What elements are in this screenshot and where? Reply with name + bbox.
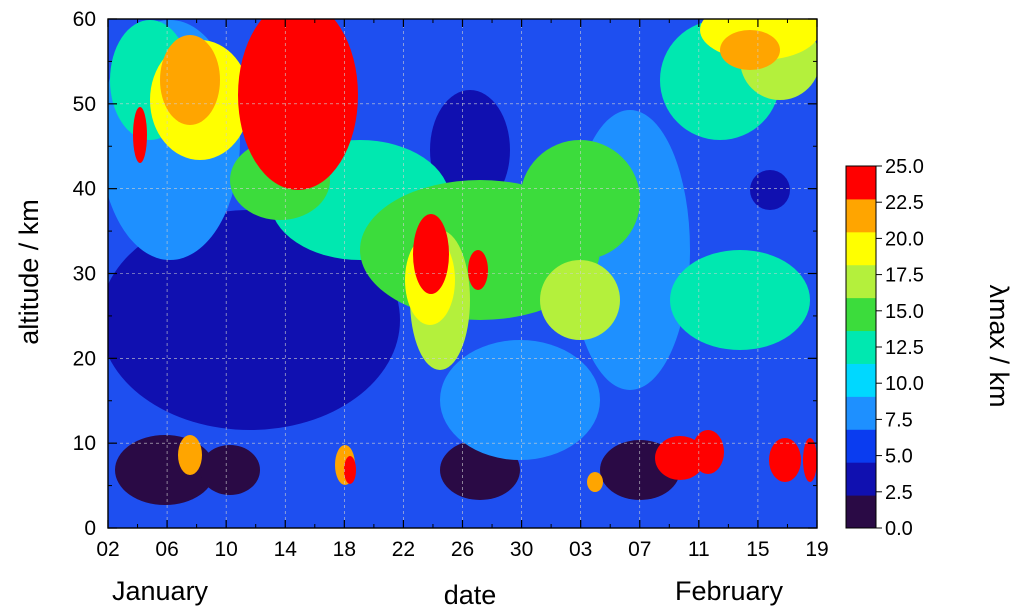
colorbar-tick-label: 2.5 [885,482,913,504]
colorbar: 0.0 2.5 5.0 7.5 10.0 12.5 15.0 17.5 20.0 22.5 25.0 [845,156,924,540]
y-tick-label: 20 [73,347,96,370]
y-tick-label: 0 [84,517,96,540]
colorbar-tick-label: 7.5 [885,409,913,431]
colorbar-segment [846,198,876,233]
contour-region [200,445,260,495]
x-axis-title: date [444,580,497,609]
colorbar-tick-label: 5.0 [885,446,913,468]
month-label-february: February [675,576,784,606]
contour-region [720,30,780,70]
colorbar-segment [846,495,876,529]
colorbar-tick-label: 10.0 [885,373,924,395]
contour-region [440,340,600,460]
contour-region [692,430,724,474]
contour-region [769,438,801,482]
contour-region [803,438,817,482]
colorbar-segment [846,330,876,364]
y-axis: 0 10 20 30 40 50 60 [73,8,817,540]
colorbar-segment [846,363,876,397]
colorbar-tick-label: 17.5 [885,265,924,287]
colorbar-title: λmax / km [984,284,1014,407]
x-tick-label: 22 [392,538,415,561]
y-axis-title: altitude / km [14,199,44,345]
plot-area [108,19,817,528]
colorbar-segment [846,264,876,299]
colorbar-tick-label: 25.0 [885,156,924,178]
colorbar-tick-label: 12.5 [885,337,924,359]
x-tick-label: 26 [451,538,474,561]
contour-region [344,456,356,484]
contour-region [413,214,449,294]
colorbar-segment [846,297,876,332]
month-label-january: January [112,576,209,606]
y-tick-label: 60 [73,8,96,31]
contour-region [108,210,400,430]
x-tick-label: 07 [628,538,651,561]
x-tick-label: 11 [688,538,710,561]
colorbar-segment [846,429,876,463]
x-tick-label: 03 [569,538,592,561]
y-tick-label: 40 [73,178,96,201]
colorbar-tick-label: 22.5 [885,192,924,214]
colorbar-tick-label: 20.0 [885,228,924,250]
x-tick-label: 18 [333,538,356,561]
y-tick-label: 30 [73,263,96,286]
contour-region [587,472,603,492]
x-axis: 02 06 10 14 18 22 26 30 03 07 11 15 19 [96,19,829,561]
colorbar-segment [846,166,876,200]
contour-region [670,250,810,350]
colorbar-segment [846,231,876,266]
contour-region [750,170,790,210]
contour-region [160,35,220,125]
y-tick-label: 50 [73,93,96,116]
contour-region [468,250,488,290]
contour-region [133,107,147,163]
contour-region [540,260,620,340]
colorbar-tick-label: 0.0 [885,518,913,540]
x-tick-label: 10 [214,538,237,561]
x-tick-label: 30 [510,538,533,561]
contour-region [238,19,358,190]
contour-region [430,90,510,210]
colorbar-tick-label: 15.0 [885,301,924,323]
x-tick-label: 14 [274,538,298,561]
y-tick-label: 10 [73,432,96,455]
contour-region [178,435,202,475]
x-tick-label: 19 [805,538,828,561]
contour-region [520,140,640,260]
x-tick-label: 15 [746,538,769,561]
colorbar-segment [846,462,876,496]
x-tick-label: 06 [155,538,178,561]
colorbar-segment [846,396,876,430]
x-tick-label: 02 [96,538,119,561]
